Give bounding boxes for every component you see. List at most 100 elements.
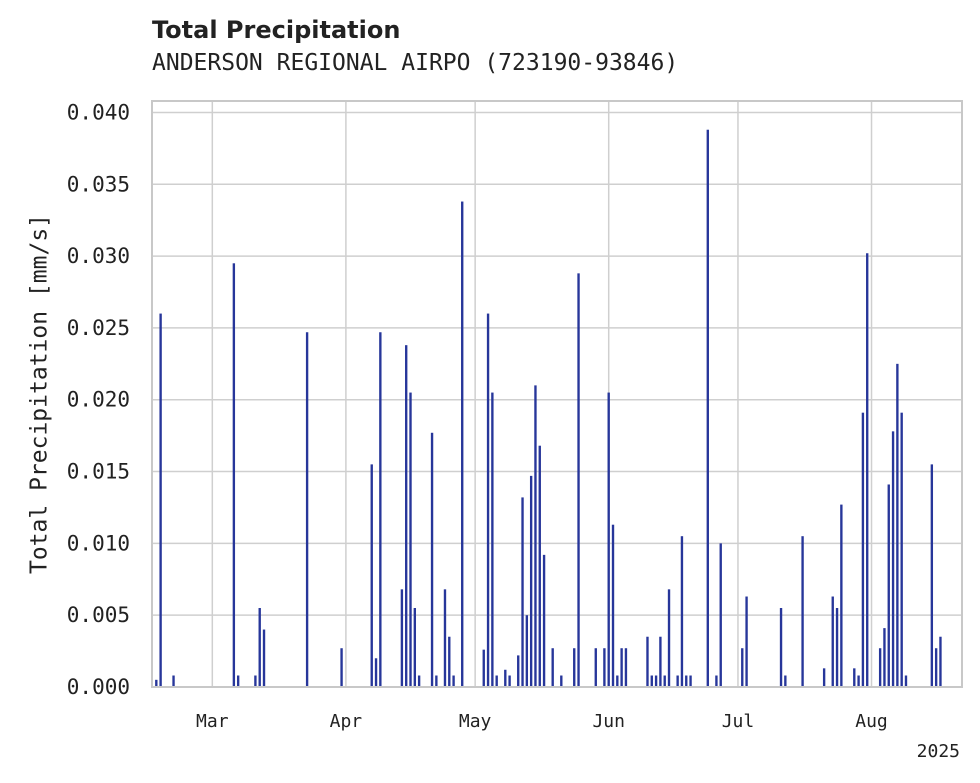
x-tick-label: Apr bbox=[330, 711, 363, 732]
precipitation-bar bbox=[878, 648, 882, 687]
precipitation-bar bbox=[521, 497, 524, 687]
precipitation-bar bbox=[560, 675, 563, 687]
precipitation-bar bbox=[262, 629, 266, 687]
precipitation-bar bbox=[866, 253, 869, 687]
y-tick-label: 0.000 bbox=[67, 675, 130, 699]
bar-series bbox=[155, 129, 942, 688]
chart-title: Total Precipitation bbox=[152, 16, 401, 44]
precipitation-bar bbox=[620, 648, 623, 687]
precipitation-bar bbox=[443, 589, 447, 687]
precipitation-bar bbox=[232, 263, 236, 687]
x-tick-label: May bbox=[459, 711, 492, 732]
precipitation-bar bbox=[779, 608, 783, 687]
precipitation-bar bbox=[491, 392, 494, 687]
precipitation-bar bbox=[534, 385, 537, 687]
precipitation-bar bbox=[939, 636, 942, 687]
precipitation-bar bbox=[616, 675, 619, 687]
x-tick-label: Jun bbox=[592, 711, 625, 732]
precipitation-bar bbox=[900, 412, 903, 687]
plot-frame bbox=[151, 100, 963, 688]
precipitation-bar bbox=[508, 675, 511, 687]
precipitation-bar bbox=[611, 524, 615, 687]
grid-lines bbox=[152, 101, 962, 688]
precipitation-bar bbox=[654, 675, 658, 687]
precipitation-bar bbox=[930, 464, 934, 687]
precipitation-bar bbox=[504, 669, 507, 687]
precipitation-bar bbox=[495, 675, 498, 687]
x-tick-label: Jul bbox=[722, 711, 755, 732]
precipitation-bar bbox=[719, 543, 722, 687]
x-tick-label: Mar bbox=[196, 711, 229, 732]
precipitation-bar bbox=[835, 608, 839, 687]
precipitation-bar bbox=[370, 464, 373, 687]
precipitation-bar bbox=[887, 484, 890, 687]
precipitation-bar bbox=[236, 675, 240, 687]
precipitation-bar bbox=[745, 596, 748, 687]
precipitation-bar bbox=[486, 313, 490, 687]
precipitation-bar bbox=[452, 675, 455, 687]
y-tick-label: 0.035 bbox=[67, 172, 130, 196]
precipitation-bar bbox=[663, 675, 666, 687]
x-axis-ticks: Mar Apr May Jun Jul Aug bbox=[196, 711, 888, 732]
precipitation-bar bbox=[172, 675, 175, 687]
precipitation-bar bbox=[831, 596, 834, 687]
y-tick-label: 0.020 bbox=[67, 388, 130, 412]
precipitation-bar bbox=[542, 554, 546, 687]
precipitation-bar bbox=[659, 636, 662, 687]
precipitation-bar bbox=[400, 589, 404, 687]
precipitation-bar bbox=[435, 675, 438, 687]
chart-subtitle: ANDERSON REGIONAL AIRPO (723190-93846) bbox=[152, 50, 679, 76]
precipitation-bar bbox=[706, 129, 709, 688]
precipitation-bar bbox=[374, 658, 378, 687]
precipitation-bar bbox=[417, 675, 421, 687]
y-tick-label: 0.040 bbox=[67, 100, 130, 124]
precipitation-bar bbox=[650, 675, 653, 687]
y-tick-label: 0.010 bbox=[67, 531, 130, 555]
precipitation-bar bbox=[741, 648, 744, 687]
precipitation-bar bbox=[517, 655, 520, 687]
precipitation-bar bbox=[680, 536, 684, 687]
precipitation-bar bbox=[685, 675, 688, 687]
precipitation-bar bbox=[624, 648, 628, 687]
precipitation-bar bbox=[822, 668, 826, 687]
precipitation-bar bbox=[667, 589, 671, 687]
precipitation-bar bbox=[934, 648, 938, 687]
precipitation-bar bbox=[448, 636, 451, 687]
precipitation-bar bbox=[409, 392, 412, 687]
precipitation-bar bbox=[430, 432, 434, 687]
y-tick-label: 0.005 bbox=[67, 603, 130, 627]
precipitation-bar bbox=[594, 648, 597, 687]
precipitation-bar bbox=[891, 431, 895, 687]
precipitation-bar bbox=[784, 675, 787, 687]
precipitation-bar bbox=[461, 201, 464, 687]
y-axis-label: Total Precipitation [mm/s] bbox=[27, 214, 53, 574]
precipitation-bar bbox=[159, 313, 162, 687]
precipitation-bar bbox=[305, 332, 309, 687]
precipitation-bar bbox=[258, 608, 261, 687]
precipitation-bar bbox=[801, 536, 804, 687]
precipitation-bar bbox=[413, 608, 417, 687]
precipitation-bar bbox=[715, 675, 718, 687]
precipitation-bar bbox=[603, 648, 606, 687]
precipitation-bar bbox=[577, 273, 580, 687]
precipitation-bar bbox=[646, 636, 649, 687]
precipitation-bar bbox=[405, 345, 408, 687]
precipitation-bar bbox=[340, 648, 343, 687]
x-axis-year-label: 2025 bbox=[917, 741, 960, 762]
precipitation-bar bbox=[904, 675, 908, 687]
precipitation-bar bbox=[379, 332, 382, 687]
y-tick-label: 0.025 bbox=[67, 316, 130, 340]
precipitation-bar bbox=[676, 675, 679, 687]
precipitation-bar bbox=[525, 615, 529, 687]
precipitation-bar bbox=[853, 668, 856, 687]
precipitation-bar bbox=[551, 648, 554, 687]
precipitation-bar bbox=[254, 675, 257, 687]
precipitation-bar bbox=[607, 392, 610, 687]
precipitation-bar bbox=[840, 504, 843, 687]
precipitation-bar bbox=[689, 675, 692, 687]
precipitation-bar bbox=[482, 649, 485, 687]
precipitation-bar bbox=[538, 445, 541, 687]
precipitation-bar bbox=[573, 648, 576, 687]
precipitation-bar bbox=[896, 363, 899, 687]
